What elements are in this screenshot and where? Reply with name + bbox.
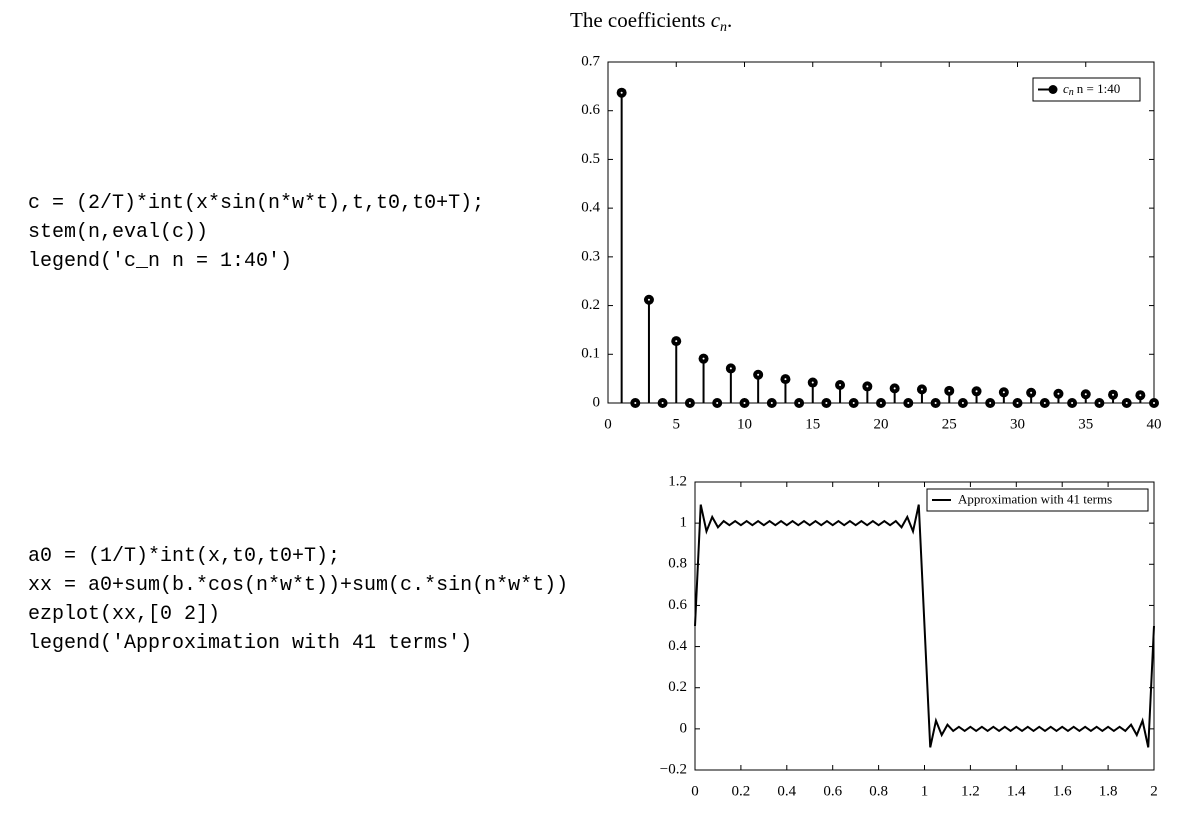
x-tick-label: 40 <box>1147 416 1162 432</box>
marker-dot <box>920 388 923 391</box>
marker-dot <box>989 402 992 404</box>
y-tick-label: −0.2 <box>660 761 687 777</box>
y-tick-label: 0.5 <box>581 151 600 167</box>
x-tick-label: 1.8 <box>1099 783 1118 799</box>
marker-dot <box>702 357 705 360</box>
marker-dot <box>688 402 691 404</box>
marker-dot <box>866 385 869 388</box>
marker-dot <box>729 367 732 370</box>
marker-dot <box>1016 402 1019 404</box>
code-line: xx = a0+sum(b.*cos(n*w*t))+sum(c.*sin(n*… <box>28 574 568 597</box>
x-tick-label: 1.2 <box>961 783 980 799</box>
marker-dot <box>784 378 787 381</box>
x-tick-label: 15 <box>805 416 820 432</box>
marker-dot <box>811 381 814 384</box>
x-tick-label: 25 <box>942 416 957 432</box>
marker-dot <box>1153 402 1155 404</box>
y-tick-label: 0.6 <box>581 102 600 118</box>
x-tick-label: 1.4 <box>1007 783 1026 799</box>
marker-dot <box>1112 393 1115 396</box>
marker-dot <box>1071 402 1074 404</box>
legend-label: cn n = 1:40 <box>1063 81 1120 98</box>
marker-dot <box>961 402 964 404</box>
marker-dot <box>757 373 760 376</box>
marker-dot <box>893 387 896 390</box>
marker-dot <box>880 402 882 404</box>
marker-dot <box>975 390 978 393</box>
title-part: c <box>711 8 721 32</box>
x-tick-label: 35 <box>1078 416 1093 432</box>
marker-dot <box>798 402 801 404</box>
legend-part: n = 1:40 <box>1077 81 1120 96</box>
marker-dot <box>634 402 637 404</box>
code-line: legend('c_n n = 1:40') <box>28 250 292 273</box>
code-line: c = (2/T)*int(x*sin(n*w*t),t,t0,t0+T); <box>28 192 484 215</box>
marker-dot <box>1098 402 1101 404</box>
x-tick-label: 5 <box>673 416 681 432</box>
marker-dot <box>825 402 828 404</box>
legend-part: n <box>1069 87 1074 98</box>
x-tick-label: 0.8 <box>869 783 888 799</box>
x-tick-label: 0 <box>691 783 699 799</box>
marker-dot <box>716 402 719 404</box>
marker-dot <box>839 383 842 386</box>
marker-dot <box>661 402 664 404</box>
legend-box <box>926 488 1149 512</box>
y-tick-label: 1.2 <box>668 473 687 489</box>
y-tick-label: 1 <box>680 515 688 531</box>
legend-marker <box>1048 85 1058 94</box>
y-tick-label: 0.6 <box>668 597 687 613</box>
marker-dot <box>1057 392 1060 395</box>
title-part: n <box>720 20 727 35</box>
title-part: . <box>727 8 732 32</box>
marker-dot <box>934 402 937 404</box>
x-tick-label: 30 <box>1010 416 1025 432</box>
code-line: legend('Approximation with 41 terms') <box>28 632 472 655</box>
x-tick-label: 0.6 <box>823 783 842 799</box>
y-tick-label: 0.4 <box>668 638 687 654</box>
x-tick-label: 20 <box>874 416 889 432</box>
marker-dot <box>948 389 951 392</box>
marker-dot <box>852 402 855 404</box>
x-tick-label: 0 <box>604 416 612 432</box>
y-tick-label: 0 <box>680 720 688 736</box>
figure-title: The coefficients cn. <box>570 8 732 35</box>
y-tick-label: 0.3 <box>581 248 600 264</box>
marker-dot <box>1043 402 1046 404</box>
legend-part: c <box>1063 81 1069 96</box>
x-tick-label: 1 <box>921 783 929 799</box>
marker-dot <box>743 402 746 404</box>
legend-label: Approximation with 41 terms <box>958 491 1112 506</box>
y-tick-label: 0.4 <box>581 200 600 216</box>
code-line: a0 = (1/T)*int(x,t0,t0+T); <box>28 545 340 568</box>
marker-dot <box>770 402 773 404</box>
marker-dot <box>675 340 678 343</box>
legend-box <box>1032 77 1141 102</box>
marker-dot <box>907 402 910 404</box>
approximation-line <box>694 504 1155 748</box>
y-tick-label: 0.2 <box>668 679 687 695</box>
y-tick-label: 0.7 <box>581 53 600 69</box>
axes-box <box>607 61 1155 404</box>
marker-dot <box>1139 394 1142 397</box>
x-tick-label: 2 <box>1150 783 1158 799</box>
marker-dot <box>1084 393 1087 396</box>
marker-dot <box>647 298 650 301</box>
code-line: stem(n,eval(c)) <box>28 221 208 244</box>
code-line: ezplot(xx,[0 2]) <box>28 603 220 626</box>
x-tick-label: 10 <box>737 416 752 432</box>
x-tick-label: 0.2 <box>732 783 751 799</box>
marker-dot <box>620 91 623 94</box>
y-tick-label: 0.8 <box>668 556 687 572</box>
marker-dot <box>1030 391 1033 394</box>
title-part: The coefficients <box>570 8 711 32</box>
x-tick-label: 0.4 <box>777 783 796 799</box>
y-tick-label: 0 <box>593 394 601 410</box>
y-tick-label: 0.2 <box>581 297 600 313</box>
marker-dot <box>1002 391 1005 394</box>
y-tick-label: 0.1 <box>581 346 600 362</box>
marker-dot <box>1125 402 1128 404</box>
x-tick-label: 1.6 <box>1053 783 1072 799</box>
